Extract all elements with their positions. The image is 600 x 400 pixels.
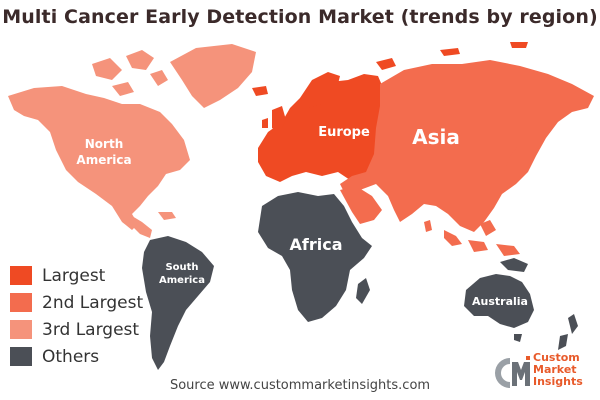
uk-shape <box>262 106 286 132</box>
greenland-shape <box>170 44 256 108</box>
map-title: Multi Cancer Early Detection Market (tre… <box>2 6 598 28</box>
arctic-islands-shape <box>92 50 168 96</box>
legend-label: 3rd Largest <box>42 319 140 340</box>
africa-shape <box>258 192 372 322</box>
southeast-asia-islands-shape <box>444 220 520 256</box>
new-guinea-shape <box>500 258 528 272</box>
europe-shape <box>258 74 384 186</box>
japan-shape <box>504 146 522 180</box>
legend: Largest 2nd Largest 3rd Largest Others <box>10 262 143 370</box>
north-america-label: North <box>85 137 123 151</box>
scandinavia-shape <box>300 72 340 108</box>
logo-text-line3: Insights <box>533 375 583 388</box>
legend-swatch-others <box>10 347 32 366</box>
legend-item-3rd-largest: 3rd Largest <box>10 316 143 343</box>
north-america-shape <box>8 86 190 230</box>
central-america-shape <box>132 216 152 238</box>
australia-label: Australia <box>472 295 528 308</box>
asia-label: Asia <box>412 125 460 149</box>
legend-label: Others <box>42 346 100 367</box>
asia-shape <box>340 60 594 232</box>
legend-item-others: Others <box>10 343 143 370</box>
legend-swatch-3rd-largest <box>10 320 32 339</box>
logo-text: Custom Market Insights <box>533 352 583 388</box>
legend-swatch-largest <box>10 266 32 285</box>
source-text: Source www.custommarketinsights.com <box>169 378 431 393</box>
caribbean-shape <box>158 212 176 220</box>
legend-label: 2nd Largest <box>42 292 144 313</box>
cmi-logo: Custom Market Insights <box>490 352 596 396</box>
south-america-label: South <box>165 262 198 273</box>
madagascar-shape <box>356 278 370 304</box>
arctic-islands-asia-shape <box>376 42 528 70</box>
north-america-label-line2: America <box>76 153 131 167</box>
south-america-shape <box>142 236 214 370</box>
tasmania-shape <box>514 334 522 342</box>
legend-item-largest: Largest <box>10 262 143 289</box>
sri-lanka-shape <box>424 220 432 232</box>
new-zealand-shape <box>558 314 578 350</box>
europe-label: Europe <box>318 125 370 140</box>
logo-text-line2: Market <box>533 363 577 376</box>
legend-label: Largest <box>42 265 106 286</box>
logo-text-line1: Custom <box>533 351 580 364</box>
legend-swatch-2nd-largest <box>10 293 32 312</box>
australia-shape <box>464 274 534 328</box>
iceland-shape <box>252 86 268 96</box>
south-america-label-line2: America <box>159 275 205 286</box>
arabia-shape <box>340 186 382 224</box>
cmi-logo-icon <box>495 356 530 388</box>
africa-label: Africa <box>290 235 343 254</box>
legend-item-2nd-largest: 2nd Largest <box>10 289 143 316</box>
